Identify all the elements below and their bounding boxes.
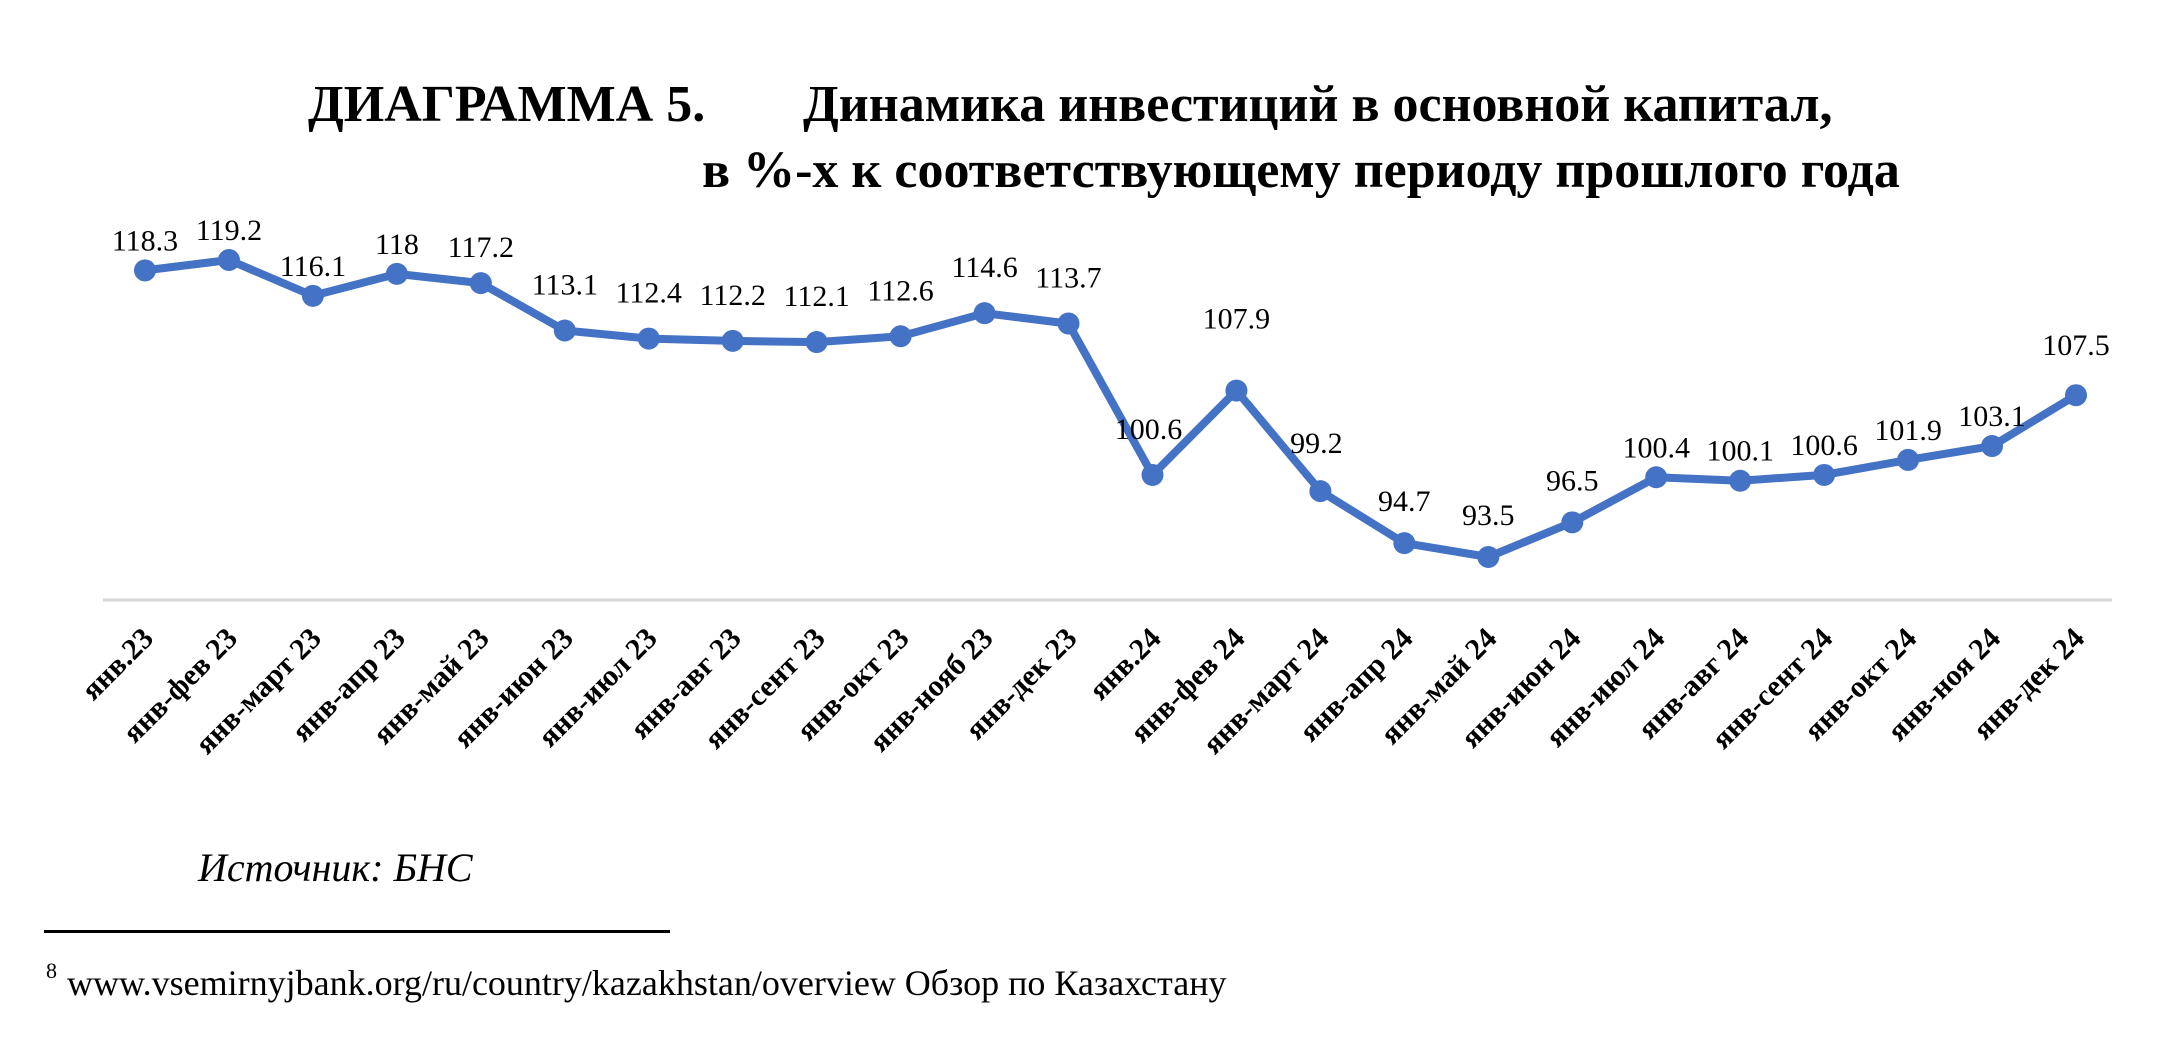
series-line xyxy=(141,256,2080,561)
data-point xyxy=(217,249,240,271)
data-label: 112.1 xyxy=(784,280,850,313)
data-point xyxy=(1225,379,1248,402)
data-label: 113.1 xyxy=(532,269,598,302)
data-point xyxy=(1561,511,1584,534)
data-point xyxy=(637,327,660,350)
data-label: 101.9 xyxy=(1874,414,1942,447)
data-labels-layer: 118.3 119.2 116.1 118 117.2 113.1 112.4 112.2 11… xyxy=(112,214,2110,532)
data-point xyxy=(805,331,828,354)
data-label: 118.3 xyxy=(112,224,178,257)
chart-title-line-2: в %-х к соответствующему периоду прошлог… xyxy=(702,142,1900,199)
data-point xyxy=(469,272,492,295)
footnote: 8 www.vsemirnyjbank.org/ru/country/kazakh… xyxy=(46,958,1227,1004)
data-label: 107.5 xyxy=(2042,329,2110,362)
data-label: 100.6 xyxy=(1790,429,1858,462)
data-label: 113.7 xyxy=(1035,262,1101,295)
data-point xyxy=(1393,532,1416,555)
data-point xyxy=(1897,448,1920,471)
data-point xyxy=(134,259,156,282)
data-point xyxy=(1981,435,2004,458)
data-point xyxy=(1813,463,1836,486)
data-point xyxy=(1477,546,1500,568)
chart-title-line-1: ДИАГРАММА 5. Динамика инвестиций в основн… xyxy=(308,70,1833,140)
data-label: 100.6 xyxy=(1115,413,1183,446)
source-note: Источник: БНС xyxy=(198,845,473,890)
data-label: 93.5 xyxy=(1462,499,1515,532)
data-label: 116.1 xyxy=(280,250,346,283)
footnote-number: 8 xyxy=(46,958,57,983)
data-label: 100.4 xyxy=(1622,431,1690,464)
data-label: 117.2 xyxy=(448,231,514,264)
data-label: 114.6 xyxy=(951,251,1017,284)
data-point xyxy=(1141,463,1164,486)
data-label: 100.1 xyxy=(1706,435,1774,468)
footnote-text: www.vsemirnyjbank.org/ru/country/kazakhs… xyxy=(67,963,1227,1003)
footnote-divider xyxy=(44,930,670,933)
chart-number-label: ДИАГРАММА 5. xyxy=(308,76,706,133)
chart-title-text-1: Динамика инвестиций в основной капитал, xyxy=(803,76,1833,133)
data-points-layer xyxy=(134,249,2087,568)
data-label: 112.4 xyxy=(616,277,682,310)
data-label: 112.2 xyxy=(700,279,766,312)
line-chart: 118.3 119.2 116.1 118 117.2 113.1 112.4 112.2 11… xyxy=(75,214,2112,761)
data-label: 94.7 xyxy=(1378,485,1431,518)
data-point xyxy=(2065,384,2087,407)
data-point xyxy=(1645,466,1668,489)
data-point xyxy=(1057,312,1080,335)
data-point xyxy=(553,319,576,342)
data-point xyxy=(721,329,744,352)
data-point xyxy=(1729,469,1752,492)
data-label: 119.2 xyxy=(196,214,262,247)
data-point xyxy=(385,262,408,285)
data-point xyxy=(973,302,996,325)
data-point xyxy=(1309,480,1332,503)
data-label: 103.1 xyxy=(1958,400,2026,433)
series-line-layer xyxy=(141,256,2080,561)
data-label: 96.5 xyxy=(1546,464,1599,497)
data-label: 107.9 xyxy=(1203,303,1271,336)
data-label: 112.6 xyxy=(867,274,933,307)
data-label: 99.2 xyxy=(1290,427,1343,460)
data-point xyxy=(889,325,912,348)
data-point xyxy=(301,284,324,307)
data-label: 118 xyxy=(375,228,419,261)
